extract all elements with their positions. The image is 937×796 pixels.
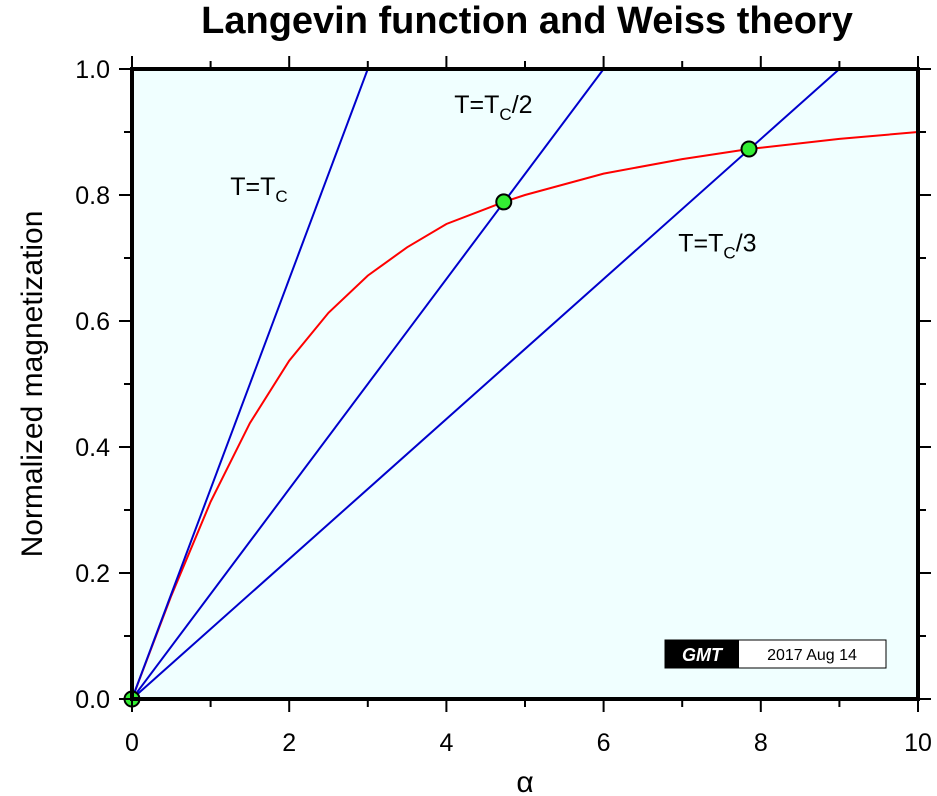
plot-frame xyxy=(130,67,920,701)
weiss-line-3 xyxy=(132,69,841,699)
stamp-date: 2017 Aug 14 xyxy=(767,647,857,664)
ticks-layer xyxy=(119,56,931,712)
y-tick-label: 1.0 xyxy=(75,56,110,84)
gmt-logo xyxy=(665,640,739,668)
weiss-line-2 xyxy=(132,69,605,699)
y-tick-label: 0.0 xyxy=(75,686,110,714)
line-label: T=TC xyxy=(230,173,287,206)
y-tick-label: 0.8 xyxy=(75,182,110,210)
x-tick-label: 10 xyxy=(904,729,932,757)
weiss-line-1 xyxy=(132,69,369,699)
y-tick-label: 0.6 xyxy=(75,308,110,336)
y-tick-label: 0.2 xyxy=(75,560,110,588)
gmt-logo-text: GMT xyxy=(682,645,724,665)
x-tick-label: 2 xyxy=(282,729,296,757)
intersection-point xyxy=(740,140,758,158)
line-label: T=TC/3 xyxy=(678,230,756,263)
line-label: T=TC/2 xyxy=(454,91,532,124)
gmt-stamp: GMT 2017 Aug 14 xyxy=(664,639,887,669)
x-tick-label: 6 xyxy=(597,729,611,757)
y-axis-label: Normalized magnetization xyxy=(16,211,49,558)
intersection-point xyxy=(495,193,513,211)
tick-labels-layer: 0 2 4 6 8 10 0.0 0.2 0.4 0.6 0.8 1.0 xyxy=(75,56,932,757)
x-tick-label: 4 xyxy=(439,729,453,757)
x-tick-label: 8 xyxy=(754,729,768,757)
x-tick-label: 0 xyxy=(125,729,139,757)
chart-title: Langevin function and Weiss theory xyxy=(201,0,853,42)
y-tick-label: 0.4 xyxy=(75,434,110,462)
annotations: T=TC T=TC/2 T=TC/3 xyxy=(230,91,756,263)
x-axis-label: α xyxy=(516,766,533,796)
